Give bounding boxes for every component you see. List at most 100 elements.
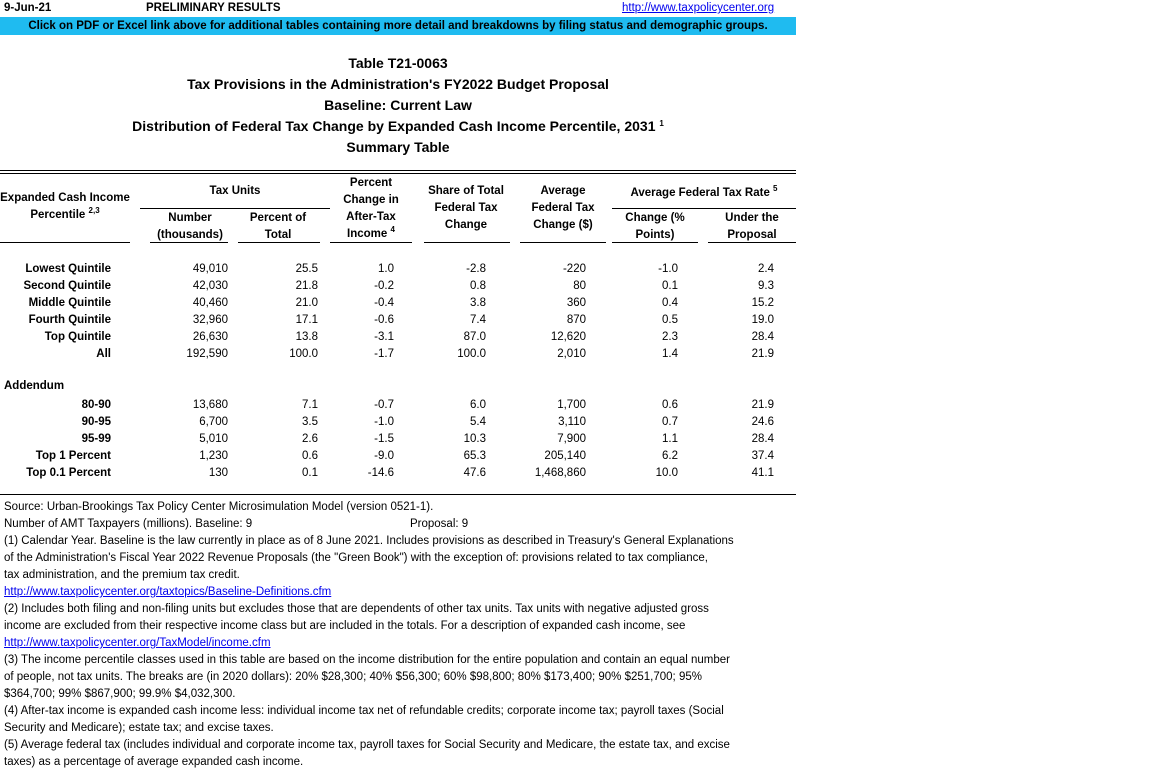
cell-value: 1,700 <box>557 399 586 411</box>
cell-value: 2.3 <box>662 331 678 343</box>
row-label: Top 1 Percent <box>35 450 111 462</box>
cell-value: -220 <box>562 263 586 275</box>
footnote-text: $364,700; 99% $867,900; 99.9% $4,032,300… <box>4 688 236 700</box>
cell-value: 0.4 <box>662 297 678 309</box>
cell-value: 0.8 <box>470 280 486 292</box>
footnote-line: $364,700; 99% $867,900; 99.9% $4,032,300… <box>4 686 235 703</box>
cell-value: 6.2 <box>662 450 678 462</box>
table-row: Fourth Quintile 32,960 17.1 -0.6 7.4 870 0.5 19… <box>0 312 796 329</box>
cell-value: 3,110 <box>558 416 586 428</box>
footnote-line: (3) The income percentile classes used i… <box>4 652 730 669</box>
footnote-line: taxes) as a percentage of average expand… <box>4 754 303 771</box>
row-label: Second Quintile <box>23 280 111 292</box>
cell-value: 2,010 <box>557 348 586 360</box>
footnote-ref: 1 <box>659 119 664 128</box>
row-label: Top 0.1 Percent <box>26 467 111 479</box>
cell-value: -0.6 <box>374 314 394 326</box>
cell-value: 2.4 <box>758 263 774 275</box>
cell-value: 5.4 <box>470 416 486 428</box>
footnote-text: (3) The income percentile classes used i… <box>4 654 731 666</box>
table-row: Top Quintile 26,630 13.8 -3.1 87.0 12,620 2.3 2… <box>0 329 796 346</box>
cell-value: 42,030 <box>192 280 228 292</box>
info-banner: Click on PDF or Excel link above for add… <box>0 17 796 35</box>
cell-value: -1.0 <box>374 416 394 428</box>
cell-value: 32,960 <box>192 314 228 326</box>
row-label: Fourth Quintile <box>28 314 111 326</box>
cell-value: 3.5 <box>302 416 318 428</box>
header-percent-change: Percent Change in After-Tax Income 4 <box>343 177 399 240</box>
header-under-proposal: Under the Proposal <box>725 212 779 241</box>
cell-value: 870 <box>566 314 586 326</box>
cell-value: 65.3 <box>463 450 486 462</box>
cell-value: 40,460 <box>192 297 228 309</box>
cell-value: 13.8 <box>295 331 318 343</box>
footnote-line: (5) Average federal tax (includes indivi… <box>4 737 730 754</box>
cell-value: 1,468,860 <box>534 467 586 479</box>
cell-value: 0.6 <box>662 399 678 411</box>
footnote-line: Number of AMT Taxpayers (millions). Base… <box>4 516 468 533</box>
footnote-line: (4) After-tax income is expanded cash in… <box>4 703 724 720</box>
addendum-label: Addendum <box>4 380 65 392</box>
header-tax-units: Tax Units <box>209 185 261 197</box>
table-row: Lowest Quintile 49,010 25.5 1.0 -2.8 -220 -1.0… <box>0 261 796 278</box>
table-row: Top 0.1 Percent 130 0.1 -14.6 47.6 1,468,860 1… <box>0 465 796 482</box>
table-row: All 192,590 100.0 -1.7 100.0 2,010 1.4 21.9 <box>0 346 796 363</box>
footnote-text: Proposal: 9 <box>410 518 469 530</box>
tpc-website-link[interactable]: http://www.taxpolicycenter.org <box>622 2 775 14</box>
footnote-line: (1) Calendar Year. Baseline is the law c… <box>4 533 734 550</box>
cell-value: 100.0 <box>289 348 318 360</box>
table-row: 95-99 5,010 2.6 -1.5 10.3 7,900 1.1 28.4 <box>0 431 796 448</box>
row-label: 90-95 <box>81 416 111 428</box>
footnote-link[interactable]: http://www.taxpolicycenter.org/TaxModel/… <box>4 637 271 649</box>
footnote-text: (2) Includes both filing and non-filing … <box>4 603 709 615</box>
cell-value: 87.0 <box>463 331 486 343</box>
footnote-line: (2) Includes both filing and non-filing … <box>4 601 709 618</box>
cell-value: 47.6 <box>463 467 486 479</box>
cell-value: -0.2 <box>374 280 394 292</box>
cell-value: 205,140 <box>544 450 586 462</box>
cell-value: 24.6 <box>751 416 774 428</box>
footnote-link[interactable]: http://www.taxpolicycenter.org/taxtopics… <box>4 586 332 598</box>
cell-value: 10.3 <box>463 433 486 445</box>
cell-value: 1.0 <box>378 263 394 275</box>
cell-value: 17.1 <box>295 314 318 326</box>
table-row: Top 1 Percent 1,230 0.6 -9.0 65.3 205,140 6.2 3… <box>0 448 796 465</box>
cell-value: -9.0 <box>374 450 394 462</box>
table-number: Table T21-0063 <box>348 55 448 71</box>
cell-value: -1.7 <box>374 348 394 360</box>
cell-value: 0.1 <box>302 467 318 479</box>
preliminary-results-label: PRELIMINARY RESULTS <box>146 2 281 14</box>
cell-value: 21.9 <box>751 399 774 411</box>
footnote-text: (5) Average federal tax (includes indivi… <box>4 739 730 751</box>
cell-value: 10.0 <box>655 467 678 479</box>
cell-value: 7.1 <box>302 399 318 411</box>
cell-value: 130 <box>208 467 228 479</box>
cell-value: 0.1 <box>662 280 678 292</box>
table-row: 90-95 6,700 3.5 -1.0 5.4 3,110 0.7 24.6 <box>0 414 796 431</box>
cell-value: 25.5 <box>295 263 318 275</box>
cell-value: -3.1 <box>374 331 394 343</box>
footnote-text: of people, not tax units. The breaks are… <box>4 671 702 683</box>
cell-value: 26,630 <box>192 331 228 343</box>
cell-value: 1,230 <box>199 450 228 462</box>
cell-value: 2.6 <box>302 433 318 445</box>
cell-value: 3.8 <box>470 297 486 309</box>
footnote-text: taxes) as a percentage of average expand… <box>4 756 304 768</box>
cell-value: 41.1 <box>751 467 774 479</box>
cell-value: -1.5 <box>374 433 394 445</box>
cell-value: 21.9 <box>751 348 774 360</box>
cell-value: 21.8 <box>295 280 318 292</box>
cell-value: 360 <box>566 297 586 309</box>
distribution-title: Distribution of Federal Tax Change by Ex… <box>0 118 796 134</box>
footnote-line: tax administration, and the premium tax … <box>4 567 240 584</box>
cell-value: 0.7 <box>662 416 678 428</box>
header-average-change: Average Federal Tax Change ($) <box>531 185 595 231</box>
table-row: Middle Quintile 40,460 21.0 -0.4 3.8 360 0.4 15… <box>0 295 796 312</box>
cell-value: 9.3 <box>758 280 774 292</box>
cell-value: -0.7 <box>374 399 394 411</box>
cell-value: 80 <box>573 280 586 292</box>
cell-value: 6,700 <box>199 416 228 428</box>
cell-value: 28.4 <box>751 331 774 343</box>
cell-value: 5,010 <box>199 433 228 445</box>
header-percent-of-total: Percent of Total <box>249 212 307 241</box>
